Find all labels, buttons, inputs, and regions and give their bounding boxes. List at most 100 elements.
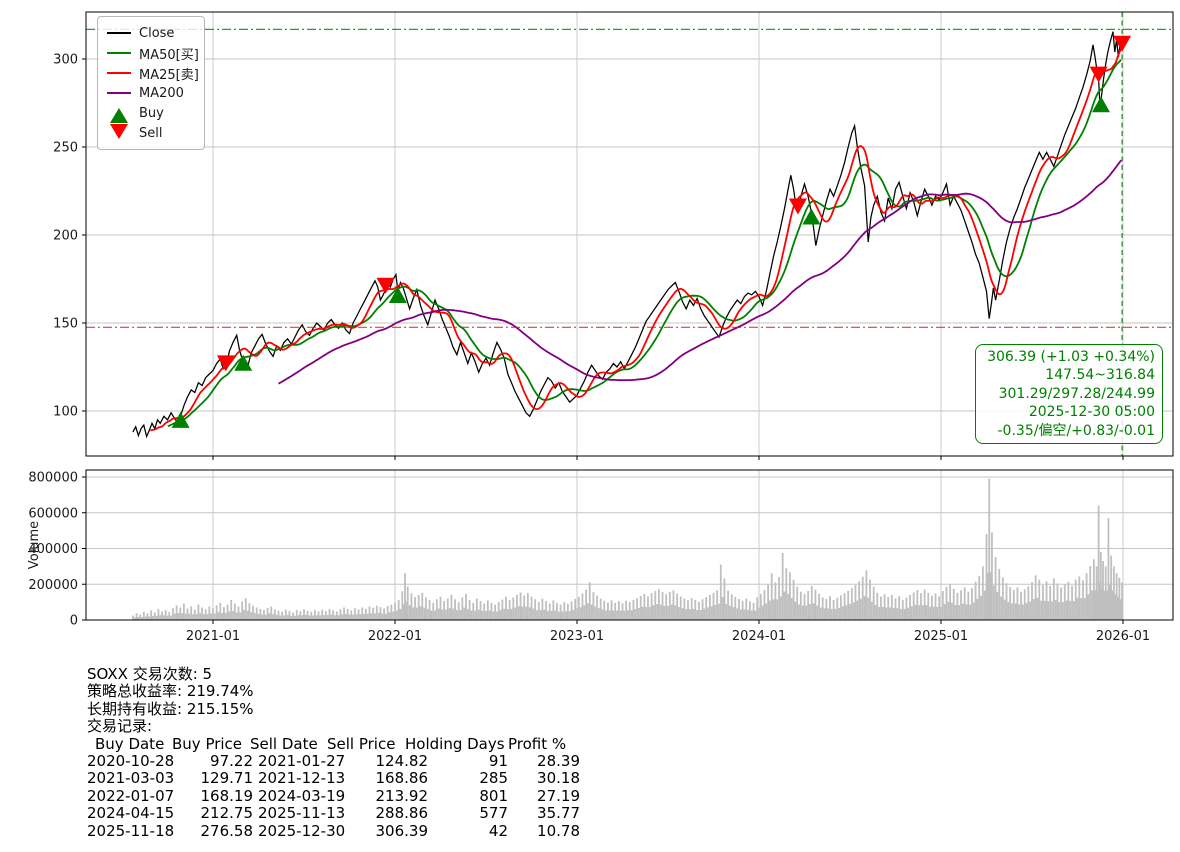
volume-bar <box>539 610 542 620</box>
volume-bar <box>283 615 285 620</box>
volume-bar <box>437 608 440 620</box>
volume-bar <box>734 596 737 620</box>
volume-bar <box>168 612 171 620</box>
trade-cell: 30.18 <box>537 769 580 788</box>
volume-bar <box>960 590 962 620</box>
volume-bar <box>986 572 989 620</box>
volume-bar <box>343 607 345 620</box>
volume-bar <box>208 606 211 620</box>
volume-bar <box>394 602 396 620</box>
volume-bar <box>153 612 156 620</box>
volume-bar <box>528 607 531 620</box>
volume-bar <box>1009 587 1012 620</box>
volume-bar <box>352 614 355 620</box>
volume-bar <box>330 614 333 620</box>
price-y-tick-label: 100 <box>53 405 78 420</box>
volume-bar <box>668 591 671 620</box>
volume-bar <box>328 608 331 620</box>
volume-bar <box>273 609 276 620</box>
volume-bar <box>998 568 1001 620</box>
volume-bar <box>896 608 899 620</box>
volume-bar <box>772 599 775 620</box>
price-y-tick-label: 150 <box>53 317 78 332</box>
volume-bar <box>402 604 405 620</box>
volume-bar <box>354 608 356 620</box>
volume-bar <box>1107 518 1110 620</box>
trade-cell: 285 <box>479 769 508 788</box>
volume-bar <box>991 532 993 620</box>
volume-bar <box>698 601 700 620</box>
volume-bar <box>359 614 362 620</box>
volume-bar <box>264 614 267 620</box>
price-panel-border <box>85 11 1174 457</box>
volume-bar <box>849 603 851 620</box>
volume-bar <box>188 613 191 620</box>
volume-bar <box>1000 596 1002 620</box>
volume-bar <box>519 592 522 620</box>
volume-bar <box>275 614 278 620</box>
volume-bar <box>941 591 944 620</box>
volume-bar <box>1063 584 1066 620</box>
volume-bar <box>741 600 744 620</box>
volume-bar <box>809 604 811 620</box>
trade-cell: 2025-11-18 <box>87 821 175 840</box>
trade-header-cell: Profit % <box>508 734 567 753</box>
volume-bar <box>840 595 842 620</box>
trade-cell: 168.19 <box>200 786 254 805</box>
volume-bar <box>324 611 327 620</box>
volume-bar <box>947 601 950 620</box>
volume-bar <box>981 566 984 620</box>
volume-bar <box>408 605 411 620</box>
volume-bar <box>457 602 460 620</box>
volume-bar <box>255 607 258 620</box>
volume-bar <box>399 608 402 620</box>
price-volume-chart: 2021-01 2022-01 2023-01 2024-01 2025-01 2026-… <box>27 11 1174 644</box>
volume-bar <box>614 602 617 620</box>
volume-bar <box>193 609 196 620</box>
trade-cell: 129.71 <box>200 769 254 788</box>
volume-bar <box>767 584 769 620</box>
volume-bar <box>450 594 453 620</box>
volume-bar <box>943 604 946 620</box>
x-tick-label: 2023-01 <box>550 629 604 644</box>
volume-bar <box>310 611 313 620</box>
volume-bar <box>1065 600 1068 620</box>
volume-bar <box>898 596 901 620</box>
volume-bar <box>294 615 296 620</box>
volume-bar <box>452 608 455 620</box>
volume-bar <box>268 613 271 620</box>
volume-bar <box>878 607 881 620</box>
volume-bar <box>488 610 491 620</box>
x-tick-label: 2026-01 <box>1096 629 1150 644</box>
volume-bar <box>716 590 719 620</box>
volume-bar <box>459 610 462 620</box>
trade-cell: 91 <box>488 751 508 770</box>
volume-bar <box>776 599 779 620</box>
volume-bar <box>337 615 340 620</box>
volume-bar <box>683 598 686 620</box>
volume-bar <box>676 593 678 620</box>
volume-bar <box>976 598 979 620</box>
volume-bar <box>213 613 216 620</box>
volume-bar <box>517 606 520 620</box>
volume-bar <box>319 615 322 620</box>
buy-marker <box>388 286 407 303</box>
volume-bar <box>665 594 668 620</box>
volume-bar <box>678 607 680 620</box>
volume-bar <box>945 586 948 620</box>
volume-bar <box>865 570 868 620</box>
volume-bar <box>958 605 961 620</box>
legend-item-ma50: MA50[买] <box>107 43 199 63</box>
volume-bar <box>486 600 489 620</box>
last-quote-annotation: 306.39 (+1.03 +0.34%) 147.54~316.84 301.… <box>975 344 1163 445</box>
legend-item-ma200: MA200 <box>107 83 196 103</box>
volume-bar <box>244 598 247 620</box>
volume-bar <box>257 613 260 620</box>
volume-bar <box>1087 594 1090 620</box>
volume-bar <box>472 602 475 620</box>
volume-bar <box>173 613 176 620</box>
volume-bar <box>838 607 840 620</box>
volume-bar <box>628 602 631 620</box>
volume-bar <box>1072 601 1075 620</box>
volume-bar <box>526 593 529 620</box>
